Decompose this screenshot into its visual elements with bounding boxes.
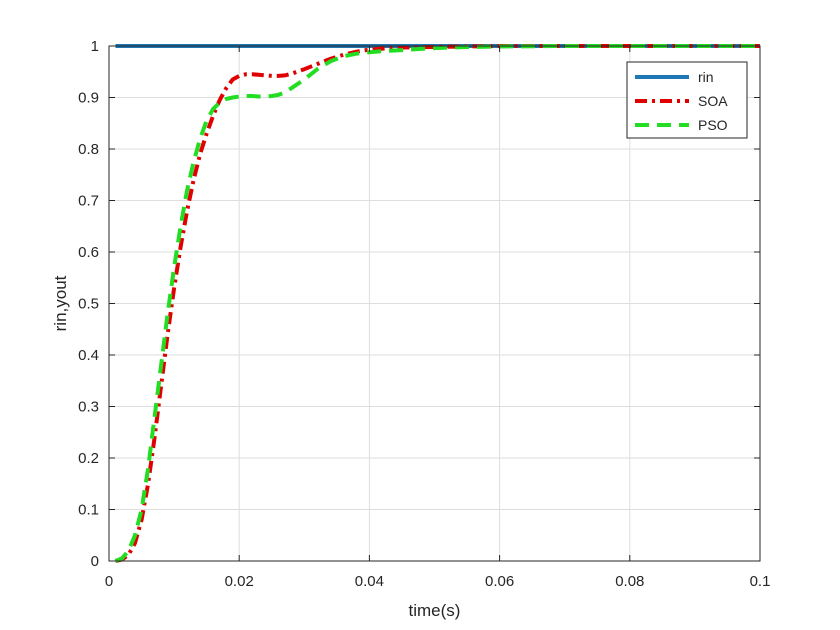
y-tick-label: 0.5 (78, 296, 99, 313)
y-tick-label: 1 (91, 38, 99, 55)
y-axis-title: rin,yout (51, 275, 70, 331)
legend: rin SOA PSO (626, 61, 748, 139)
x-tick-label: 0.04 (355, 573, 384, 590)
y-tick-label: 0 (91, 553, 99, 570)
x-tick-label: 0.1 (750, 573, 771, 590)
y-tick-label: 0.6 (78, 244, 99, 261)
series-line-pso (114, 44, 760, 563)
legend-label-pso: PSO (698, 117, 728, 133)
legend-label-soa: SOA (698, 93, 728, 109)
legend-label-rin: rin (698, 69, 714, 85)
y-tick-label: 0.1 (78, 502, 99, 519)
y-tick-label: 0.2 (78, 450, 99, 467)
series-line-soa (115, 44, 760, 563)
x-tick-label: 0.02 (225, 573, 254, 590)
y-tick-label: 0.9 (78, 90, 99, 107)
x-tick-label: 0.06 (485, 573, 514, 590)
x-tick-label: 0 (105, 573, 113, 590)
y-tick-label: 0.3 (78, 399, 99, 416)
x-axis-ticks: 0 0.02 0.04 0.06 0.08 0.1 (105, 46, 771, 590)
y-tick-label: 0.7 (78, 193, 99, 210)
x-axis-title: time(s) (409, 601, 461, 620)
y-tick-label: 0.8 (78, 141, 99, 158)
y-tick-label: 0.4 (78, 347, 99, 364)
y-axis-ticks: 0 0.1 0.2 0.3 0.4 0.5 0.6 0.7 0.8 0.9 1 (78, 38, 760, 570)
x-tick-label: 0.08 (615, 573, 644, 590)
